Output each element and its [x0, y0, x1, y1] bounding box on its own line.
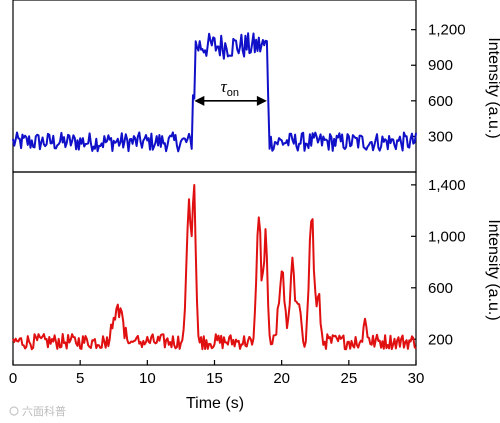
top-y-ticks: 300 600 900 1,200	[411, 22, 466, 145]
x-tick-label: 10	[139, 370, 156, 387]
bottom-y-axis-title: Intensity (a.u.)	[485, 219, 500, 320]
bottom-y-tick-label: 1,000	[428, 228, 466, 245]
bottom-y-tick-label: 200	[428, 331, 453, 348]
bottom-y-tick-label: 1,400	[428, 177, 466, 194]
top-y-tick-label: 900	[428, 57, 453, 74]
x-ticks: 0 5 10 15 20 25 30	[9, 360, 425, 387]
watermark-logo-icon	[9, 406, 19, 416]
tau-on-label: τon	[221, 77, 239, 99]
x-tick-label: 5	[76, 370, 84, 387]
top-intensity-trace	[12, 32, 417, 153]
x-tick-label: 20	[273, 370, 290, 387]
tau-on-arrowhead-left	[194, 95, 205, 106]
x-axis-title: Time (s)	[186, 395, 244, 412]
watermark: 六面科普	[9, 404, 66, 418]
bottom-y-ticks: 200 600 1,000 1,400	[411, 177, 466, 348]
watermark-text: 六面科普	[22, 404, 66, 418]
top-y-tick-label: 1,200	[428, 22, 466, 39]
bottom-y-tick-label: 600	[428, 280, 453, 297]
tau-on-annotation: τon	[194, 77, 267, 106]
bottom-intensity-trace	[12, 184, 417, 351]
x-tick-label: 15	[206, 370, 223, 387]
top-y-tick-label: 600	[428, 93, 453, 110]
x-tick-label: 25	[340, 370, 357, 387]
top-panel-frame	[12, 0, 417, 173]
tau-on-arrowhead-right	[256, 95, 267, 106]
top-y-tick-label: 300	[428, 128, 453, 145]
x-tick-label: 0	[9, 370, 17, 387]
top-y-axis-title: Intensity (a.u.)	[485, 37, 500, 138]
x-tick-label: 30	[408, 370, 425, 387]
